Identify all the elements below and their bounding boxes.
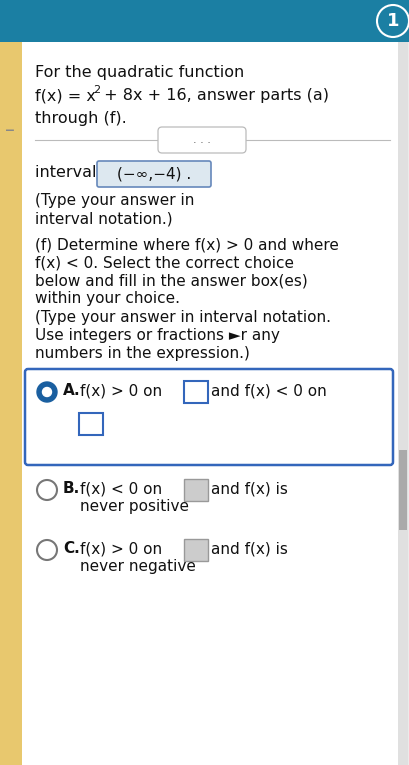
Text: numbers in the expression.): numbers in the expression.) bbox=[35, 346, 249, 361]
Text: interval notation.): interval notation.) bbox=[35, 211, 172, 226]
FancyBboxPatch shape bbox=[398, 450, 406, 530]
Circle shape bbox=[376, 5, 408, 37]
Circle shape bbox=[37, 382, 57, 402]
FancyBboxPatch shape bbox=[397, 42, 407, 765]
Text: below and fill in the answer box(es): below and fill in the answer box(es) bbox=[35, 273, 307, 288]
Text: and f(x) is: and f(x) is bbox=[211, 541, 287, 556]
Text: B.: B. bbox=[63, 481, 80, 496]
Text: . . .: . . . bbox=[193, 135, 210, 145]
Text: f(x) > 0 on: f(x) > 0 on bbox=[80, 541, 162, 556]
Text: never positive: never positive bbox=[80, 499, 189, 514]
Circle shape bbox=[37, 540, 57, 560]
Text: f(x) = x: f(x) = x bbox=[35, 88, 96, 103]
Text: (Type your answer in interval notation.: (Type your answer in interval notation. bbox=[35, 310, 330, 325]
Text: (−∞,−4) .: (−∞,−4) . bbox=[117, 167, 191, 181]
FancyBboxPatch shape bbox=[97, 161, 211, 187]
Text: f(x) < 0. Select the correct choice: f(x) < 0. Select the correct choice bbox=[35, 255, 293, 270]
Circle shape bbox=[37, 480, 57, 500]
FancyBboxPatch shape bbox=[157, 127, 245, 153]
Text: f(x) > 0 on: f(x) > 0 on bbox=[80, 383, 162, 398]
Text: within your choice.: within your choice. bbox=[35, 291, 180, 306]
Text: Use integers or fractions ►r any: Use integers or fractions ►r any bbox=[35, 328, 279, 343]
Text: C.: C. bbox=[63, 541, 80, 556]
Text: and f(x) < 0 on: and f(x) < 0 on bbox=[211, 383, 326, 398]
FancyBboxPatch shape bbox=[0, 0, 409, 42]
Text: A.: A. bbox=[63, 383, 81, 398]
Text: + 8x + 16, answer parts (a): + 8x + 16, answer parts (a) bbox=[99, 88, 328, 103]
FancyBboxPatch shape bbox=[79, 413, 103, 435]
Text: f(x) < 0 on: f(x) < 0 on bbox=[80, 481, 162, 496]
FancyBboxPatch shape bbox=[22, 42, 399, 765]
FancyBboxPatch shape bbox=[0, 42, 22, 765]
FancyBboxPatch shape bbox=[184, 479, 207, 501]
Text: 1: 1 bbox=[386, 12, 398, 30]
Text: For the quadratic function: For the quadratic function bbox=[35, 65, 244, 80]
Text: through (f).: through (f). bbox=[35, 111, 126, 126]
FancyBboxPatch shape bbox=[184, 381, 207, 403]
FancyBboxPatch shape bbox=[184, 539, 207, 561]
Text: never negative: never negative bbox=[80, 559, 196, 574]
FancyBboxPatch shape bbox=[25, 369, 392, 465]
Text: –: – bbox=[5, 121, 15, 139]
Text: interval: interval bbox=[35, 165, 106, 180]
Text: 2: 2 bbox=[93, 85, 100, 95]
Text: and f(x) is: and f(x) is bbox=[211, 481, 287, 496]
Circle shape bbox=[43, 388, 52, 396]
Text: (f) Determine where f(x) > 0 and where: (f) Determine where f(x) > 0 and where bbox=[35, 237, 338, 252]
Text: (Type your answer in: (Type your answer in bbox=[35, 193, 194, 208]
